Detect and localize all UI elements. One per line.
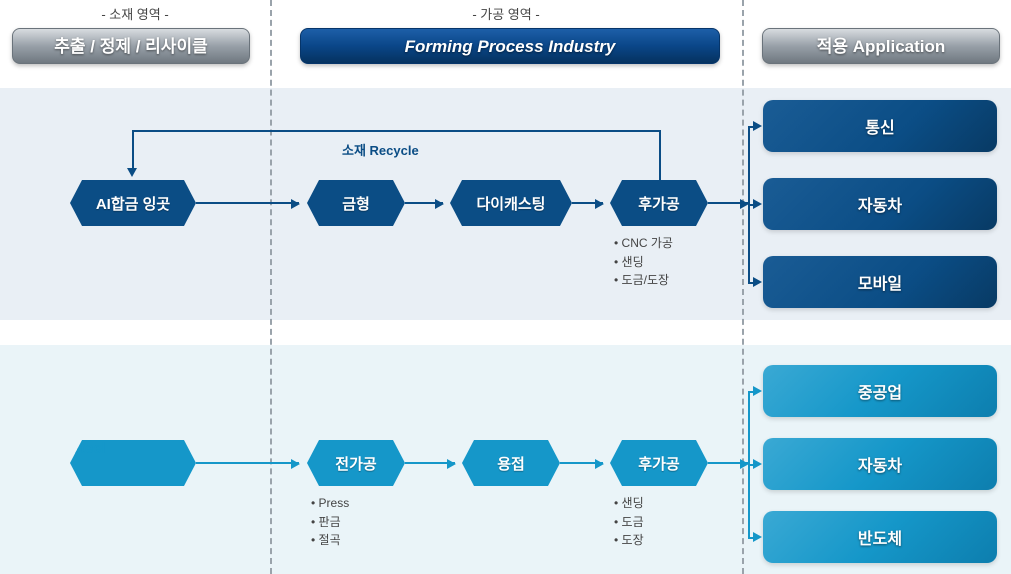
bullet-cnc: CNC 가공 bbox=[614, 234, 673, 253]
arrow-bot-out bbox=[708, 462, 748, 464]
node-postproc-top: 후가공 bbox=[610, 180, 708, 226]
node-postproc-bot: 후가공 bbox=[610, 440, 708, 486]
node-preproc-label: 전가공 bbox=[335, 453, 376, 474]
appcard-semi: 반도체 bbox=[763, 511, 997, 563]
arrow-top-3 bbox=[572, 202, 603, 204]
node-diecasting-label: 다이캐스팅 bbox=[476, 193, 545, 214]
recycle-vline-left bbox=[132, 130, 134, 170]
arrow-top-2 bbox=[405, 202, 443, 204]
arrow-top-1 bbox=[196, 202, 299, 204]
node-mold: 금형 bbox=[307, 180, 405, 226]
arrow-top-out bbox=[708, 202, 748, 204]
recycle-hline bbox=[132, 130, 659, 132]
appcard-telecom: 통신 bbox=[763, 100, 997, 152]
node-preproc: 전가공 bbox=[307, 440, 405, 486]
node-diecasting: 다이캐스팅 bbox=[450, 180, 572, 226]
bullet-sanding-bot: 샌딩 bbox=[614, 494, 644, 513]
node-al-ingot: AI합금 잉곳 bbox=[70, 180, 196, 226]
fanout-top-arrow3 bbox=[753, 277, 762, 287]
recycle-label: 소재 Recycle bbox=[342, 140, 419, 159]
node-weld: 용접 bbox=[462, 440, 560, 486]
bullet-plating-bot: 도금 bbox=[614, 513, 644, 532]
fanout-bot-arrow2 bbox=[753, 459, 762, 469]
divider-2 bbox=[742, 0, 744, 574]
header-material: 추출 / 정제 / 리사이클 bbox=[12, 28, 250, 64]
appcard-auto-top-label: 자동차 bbox=[858, 192, 902, 216]
appcard-telecom-label: 통신 bbox=[865, 114, 894, 138]
arrow-bot-2 bbox=[405, 462, 455, 464]
node-al-ingot-label: AI합금 잉곳 bbox=[96, 193, 170, 214]
appcard-heavy-label: 중공업 bbox=[858, 379, 902, 403]
bullet-press: Press bbox=[311, 494, 349, 513]
bullets-postproc-bot: 샌딩 도금 도장 bbox=[614, 494, 644, 550]
bullets-preproc: Press 판금 절곡 bbox=[311, 494, 349, 550]
bullet-paint-bot: 도장 bbox=[614, 531, 644, 550]
appcard-auto-bot-label: 자동차 bbox=[858, 452, 902, 476]
appcard-auto-bot: 자동차 bbox=[763, 438, 997, 490]
node-postproc-top-label: 후가공 bbox=[638, 193, 679, 214]
node-weld-label: 용접 bbox=[497, 453, 525, 474]
recycle-vline-right bbox=[659, 130, 661, 180]
divider-1 bbox=[270, 0, 272, 574]
section-label-material: - 소재 영역 - bbox=[0, 4, 270, 23]
header-application: 적용 Application bbox=[762, 28, 1000, 64]
bullet-sanding-top: 샌딩 bbox=[614, 253, 673, 272]
appcard-mobile-label: 모바일 bbox=[858, 270, 902, 294]
appcard-semi-label: 반도체 bbox=[858, 525, 902, 549]
node-steel: Steel bbox=[70, 440, 196, 486]
header-processing: Forming Process Industry bbox=[300, 28, 720, 64]
fanout-bot-arrow3 bbox=[753, 532, 762, 542]
fanout-bot-arrow1 bbox=[753, 386, 762, 396]
appcard-mobile: 모바일 bbox=[763, 256, 997, 308]
node-mold-label: 금형 bbox=[342, 193, 370, 214]
appcard-auto-top: 자동차 bbox=[763, 178, 997, 230]
bullets-postproc-top: CNC 가공 샌딩 도금/도장 bbox=[614, 234, 673, 290]
recycle-arrowhead bbox=[127, 168, 137, 177]
diagram-canvas: - 소재 영역 - - 가공 영역 - 추출 / 정제 / 리사이클 Formi… bbox=[0, 0, 1011, 574]
appcard-heavy: 중공업 bbox=[763, 365, 997, 417]
section-label-processing: - 가공 영역 - bbox=[270, 4, 742, 23]
arrow-bot-3 bbox=[560, 462, 603, 464]
bullet-sheet: 판금 bbox=[311, 513, 349, 532]
fanout-top-arrow1 bbox=[753, 121, 762, 131]
node-postproc-bot-label: 후가공 bbox=[638, 453, 679, 474]
bullet-bend: 절곡 bbox=[311, 531, 349, 550]
bullet-plating-top: 도금/도장 bbox=[614, 271, 673, 290]
fanout-top-arrow2 bbox=[753, 199, 762, 209]
arrow-bot-1 bbox=[196, 462, 299, 464]
